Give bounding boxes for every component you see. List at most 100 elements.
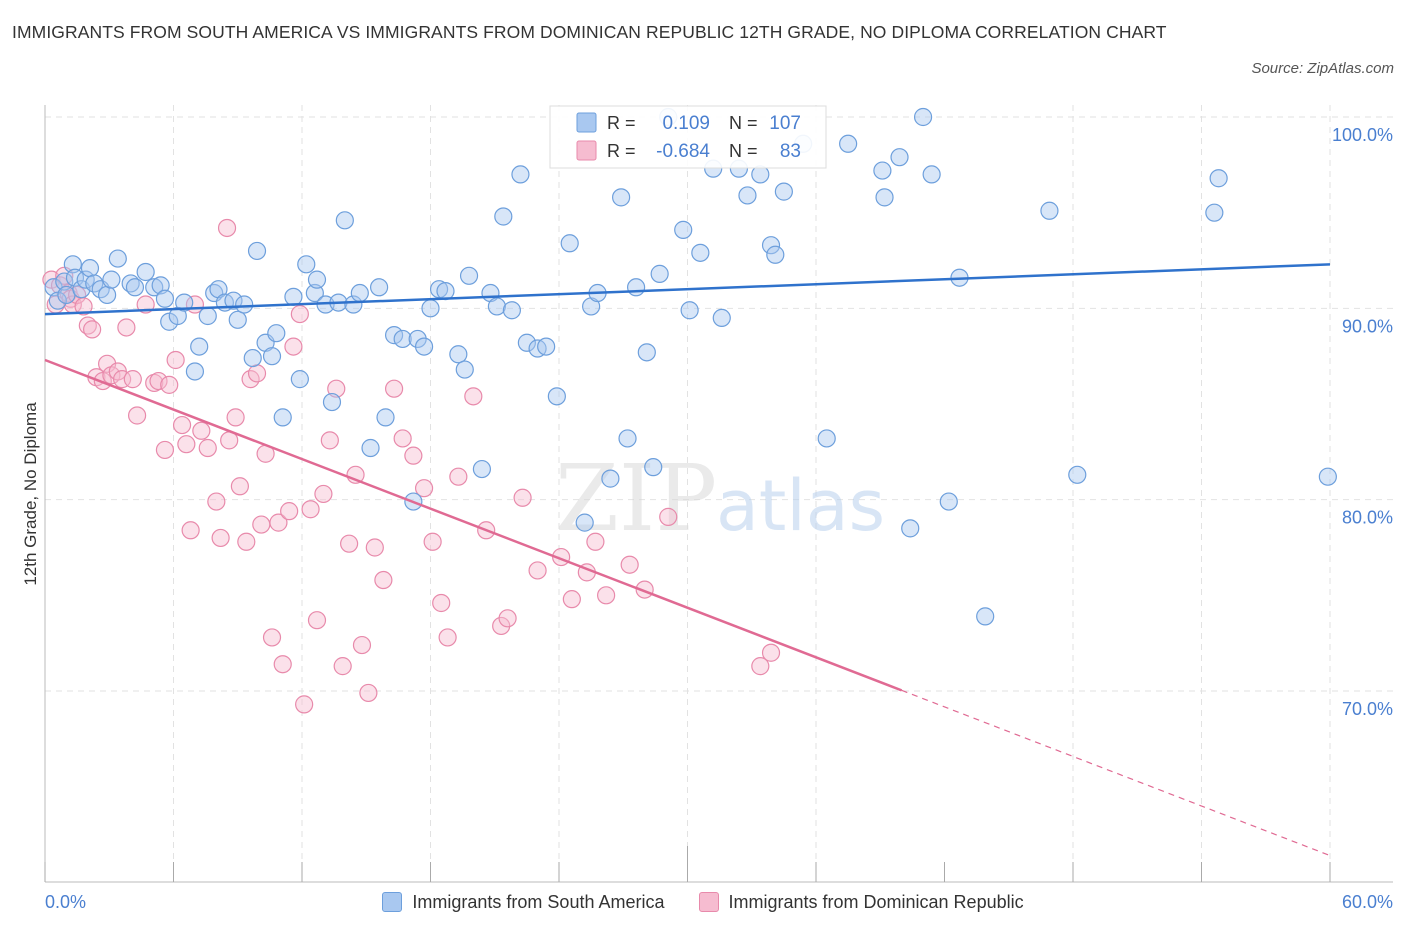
point-dominican-republic (166, 350, 185, 370)
point-dominican-republic (365, 538, 384, 557)
point-dominican-republic (83, 320, 102, 339)
point-dominican-republic (320, 431, 339, 450)
point-dominican-republic (761, 643, 781, 662)
x-tick-label-max: 60.0% (1342, 892, 1393, 912)
point-dominican-republic (172, 415, 192, 435)
point-dominican-republic (307, 611, 327, 630)
point-south-america (913, 107, 933, 127)
point-south-america (414, 337, 434, 356)
stats-swatch-blue (576, 112, 597, 133)
point-south-america (455, 360, 474, 379)
point-south-america (459, 266, 479, 285)
point-dominican-republic (136, 295, 155, 314)
point-dominican-republic (438, 628, 457, 647)
point-dominican-republic (192, 421, 211, 440)
point-south-america (517, 333, 536, 352)
point-south-america (376, 408, 395, 427)
point-dominican-republic (273, 655, 292, 674)
point-dominican-republic (432, 593, 451, 613)
legend-swatch-pink (698, 892, 719, 912)
point-dominican-republic (340, 534, 359, 553)
point-south-america (922, 165, 941, 184)
point-south-america (650, 264, 669, 283)
point-south-america (511, 165, 530, 184)
point-south-america (267, 324, 286, 343)
stats-n-value-2: 83 (780, 141, 801, 162)
point-dominican-republic (269, 513, 288, 532)
point-south-america (98, 285, 117, 305)
point-dominican-republic (384, 379, 404, 398)
point-south-america (712, 308, 731, 327)
point-south-america (151, 276, 170, 295)
point-south-america (637, 343, 656, 362)
point-south-america (873, 161, 892, 180)
point-south-america (125, 278, 145, 297)
point-dominican-republic (404, 446, 423, 465)
point-dominican-republic (262, 628, 282, 647)
point-dominican-republic (374, 570, 393, 590)
point-south-america (1068, 465, 1087, 484)
point-south-america (322, 392, 342, 412)
point-dominican-republic (160, 375, 179, 394)
point-dominican-republic (247, 364, 267, 383)
point-south-america (76, 270, 95, 289)
y-tick-label: 70.0% (1342, 699, 1393, 719)
point-dominican-republic (237, 532, 256, 551)
point-south-america (284, 287, 303, 306)
stats-legend: R = 0.109 N = 107 R = -0.684 N = 83 (549, 105, 827, 169)
point-south-america (185, 362, 205, 381)
stats-swatch-pink (576, 140, 597, 161)
point-dominican-republic (327, 379, 346, 398)
legend-item-south-america[interactable]: Immigrants from South America (382, 892, 665, 913)
point-south-america (421, 299, 440, 318)
point-south-america (55, 272, 74, 291)
point-south-america (350, 283, 369, 303)
stats-n-label-1: N = (729, 113, 758, 133)
point-south-america (190, 337, 209, 356)
y-tick-labels: 70.0% 80.0% 90.0% 100.0% (1332, 125, 1393, 719)
grid (45, 105, 1393, 882)
x-tick-label-min: 0.0% (45, 892, 86, 912)
point-dominican-republic (290, 304, 309, 324)
point-south-america (494, 207, 513, 226)
point-dominican-republic (155, 440, 175, 460)
point-dominican-republic (597, 586, 616, 605)
point-dominican-republic (177, 435, 196, 454)
point-dominican-republic (149, 371, 168, 391)
point-south-america (436, 282, 455, 301)
point-south-america (487, 297, 506, 316)
point-south-america (344, 295, 363, 314)
watermark-zip: ZIP (555, 445, 717, 552)
point-south-america (247, 241, 267, 261)
y-axis-label: 12th Grade, No Diploma (21, 402, 40, 586)
point-dominican-republic (359, 683, 378, 703)
stats-r-label-1: R = (607, 113, 636, 133)
point-dominican-republic (211, 528, 230, 548)
point-dominican-republic (562, 590, 581, 609)
y-tick-label: 80.0% (1342, 508, 1393, 528)
legend-label-dominican-republic: Immigrants from Dominican Republic (728, 891, 1024, 912)
point-south-america (560, 234, 579, 253)
trend-lines (44, 263, 1331, 857)
chart-title: IMMIGRANTS FROM SOUTH AMERICA VS IMMIGRA… (12, 22, 1167, 42)
point-south-america (738, 186, 757, 205)
point-south-america (290, 370, 309, 389)
point-south-america (976, 607, 995, 626)
point-south-america (361, 438, 380, 458)
point-south-america (674, 220, 693, 239)
point-south-america (63, 255, 82, 274)
point-south-america (384, 326, 404, 345)
point-south-america (612, 188, 631, 207)
point-dominican-republic (620, 555, 639, 574)
point-south-america (761, 236, 781, 255)
point-dominican-republic (393, 429, 412, 448)
point-dominican-republic (498, 609, 517, 628)
watermark: ZIP atlas (555, 445, 885, 552)
point-south-america (626, 278, 646, 297)
legend-item-dominican-republic[interactable]: Immigrants from Dominican Republic (698, 891, 1024, 913)
point-south-america (774, 182, 793, 201)
point-south-america (575, 513, 594, 532)
point-south-america (273, 408, 292, 427)
point-south-america (80, 259, 100, 278)
